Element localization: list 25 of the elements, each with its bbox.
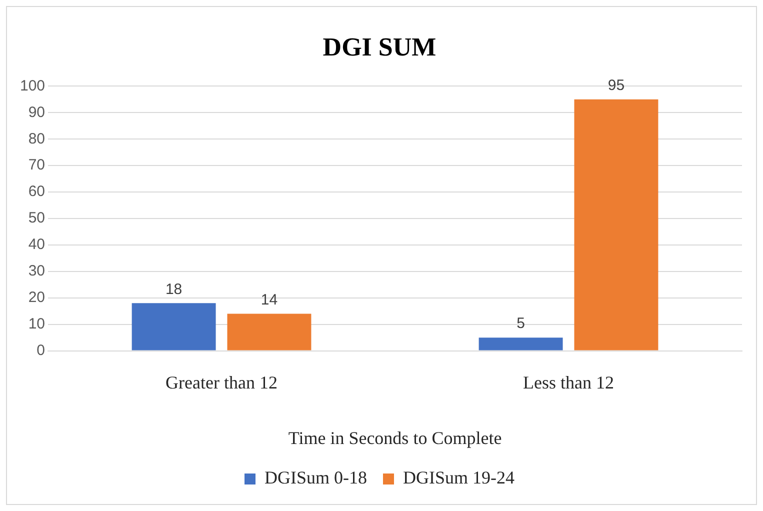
chart-title: DGI SUM [322,32,436,62]
y-tick-label: 60 [28,183,46,200]
data-label: 14 [260,291,278,308]
y-tick-label: 90 [28,104,46,121]
bar [132,303,216,350]
y-tick-label: 20 [28,289,46,306]
y-tick-label: 10 [28,315,46,332]
data-label: 5 [516,315,525,332]
legend-label: DGISum 0-18 [264,468,367,488]
legend-label: DGISum 19-24 [403,468,514,488]
data-label: 95 [608,77,625,94]
bar [574,99,658,350]
data-label: 18 [165,280,182,298]
y-tick-label: 30 [28,262,46,280]
y-tick-label: 80 [28,130,46,148]
y-tick-label: 70 [28,156,46,174]
y-tick-label: 40 [28,236,46,254]
bar [478,338,563,350]
x-tick-label: Less than 12 [523,372,614,392]
y-tick-label: 0 [36,342,46,359]
x-axis-title: Time in Seconds to Complete [288,428,502,448]
y-tick-label: 50 [28,210,46,227]
bar [227,314,312,350]
x-tick-label: Greater than 12 [166,372,278,392]
y-tick-label: 100 [20,77,46,94]
